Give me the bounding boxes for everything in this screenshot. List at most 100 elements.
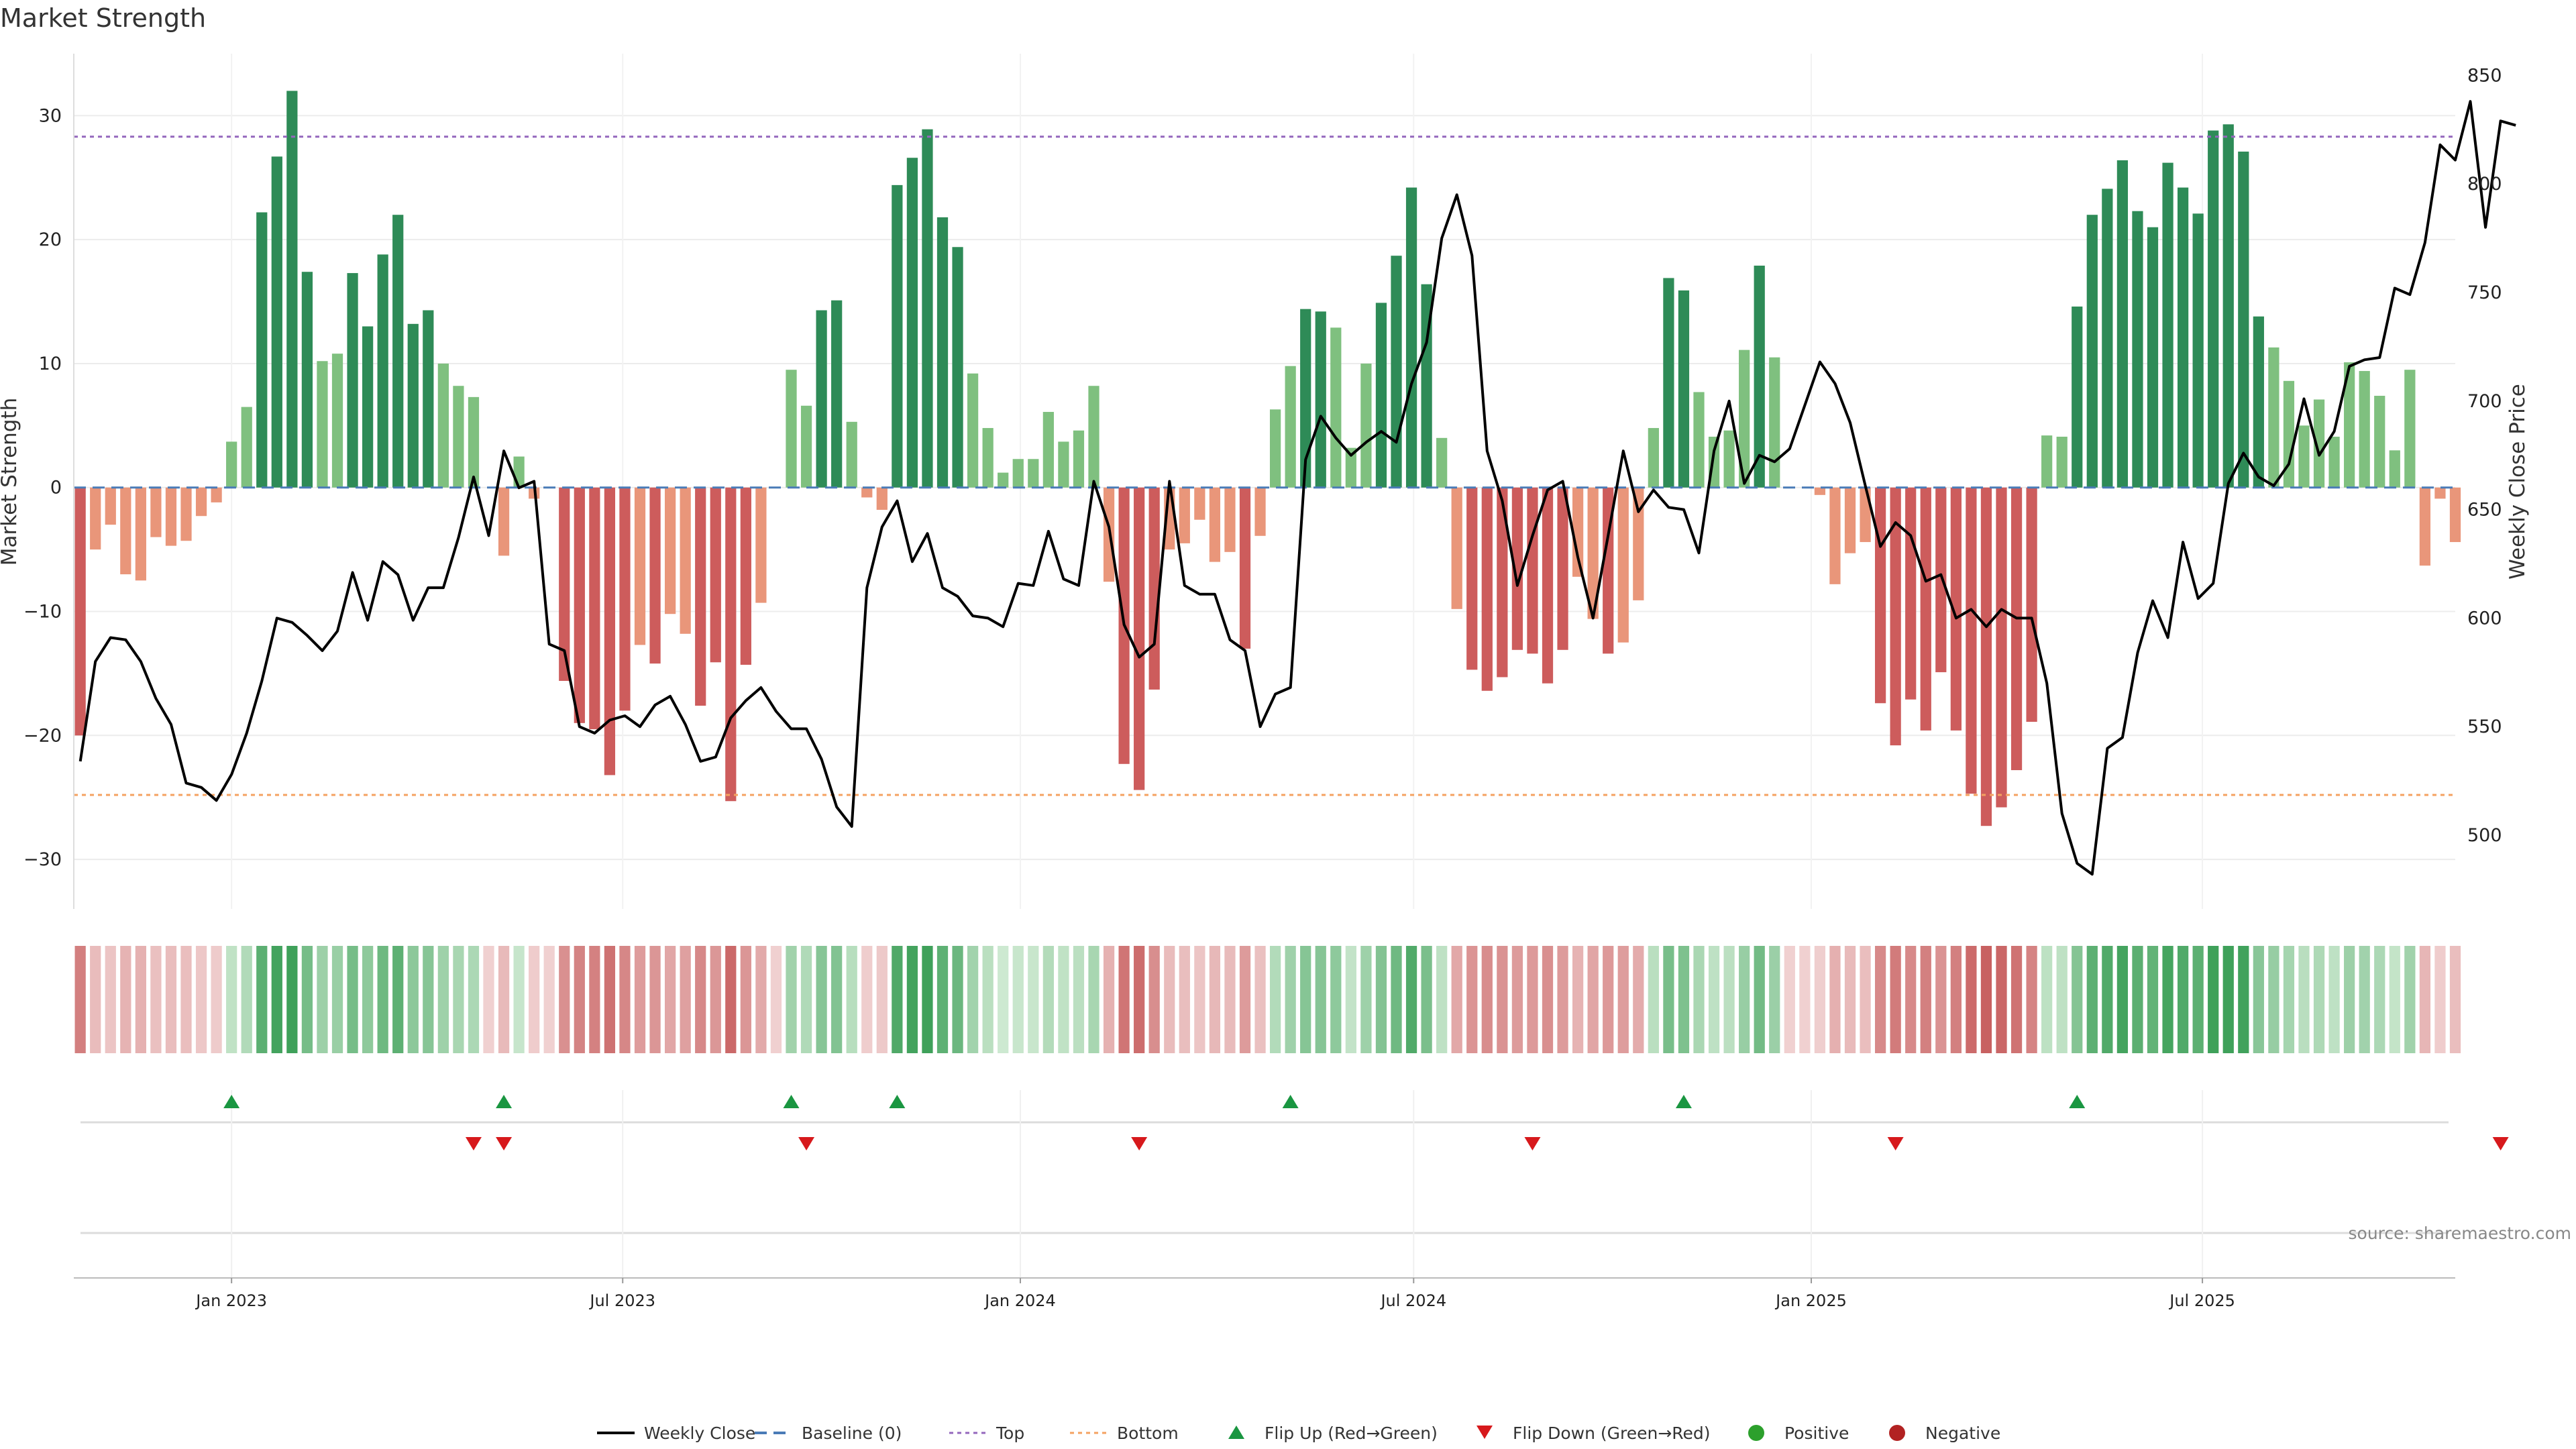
heat-cell <box>1829 946 1841 1053</box>
heat-cell <box>982 946 994 1053</box>
heat-cell <box>922 946 933 1053</box>
heat-cell <box>1723 946 1735 1053</box>
strength-bar <box>695 487 706 706</box>
heat-cell <box>1269 946 1281 1053</box>
strength-bar <box>1058 441 1069 488</box>
strength-bar <box>1148 487 1160 690</box>
strength-bar <box>1466 487 1478 670</box>
heat-cell <box>831 946 843 1053</box>
heat-cell <box>892 946 903 1053</box>
strength-bar <box>1391 256 1402 488</box>
heat-cell <box>1784 946 1795 1053</box>
flip-up-marker <box>2069 1095 2086 1108</box>
strength-bar <box>2192 213 2204 488</box>
heat-cell <box>286 946 298 1053</box>
strength-bar <box>2132 211 2143 488</box>
y2-tick-label: 800 <box>2467 174 2502 195</box>
strength-bar <box>740 487 751 665</box>
strength-bar <box>2026 487 2037 722</box>
heat-cell <box>2102 946 2113 1053</box>
strength-bar <box>437 363 449 488</box>
flip-down-marker <box>2492 1137 2509 1150</box>
legend-symbol-flip-up <box>1228 1426 1244 1439</box>
strength-bar <box>1497 487 1508 678</box>
strength-bar <box>664 487 676 614</box>
heat-cell <box>1980 946 1992 1053</box>
strength-bar <box>165 487 177 546</box>
strength-bar <box>589 487 600 730</box>
strength-bar <box>725 487 737 802</box>
strength-bar <box>2389 450 2400 488</box>
heat-cell <box>800 946 812 1053</box>
heat-cell <box>1209 946 1221 1053</box>
heat-cell <box>2298 946 2310 1053</box>
strength-bar <box>800 405 812 488</box>
legend-label: Baseline (0) <box>802 1424 902 1443</box>
heat-cell <box>967 946 979 1053</box>
heat-cell <box>2238 946 2249 1053</box>
heat-cell <box>1890 946 1901 1053</box>
y2-tick-label: 500 <box>2467 825 2502 846</box>
strength-bar <box>2162 162 2174 488</box>
x-axis: Jan 2023 Jul 2023 Jan 2024 Jul 2024 Jan 2025… <box>74 1277 2455 1310</box>
y-tick-label: 20 <box>39 229 62 250</box>
strength-bar <box>2056 436 2068 488</box>
strength-bar <box>1678 290 1690 488</box>
heat-cell <box>1996 946 2007 1053</box>
y2-tick-label: 750 <box>2467 282 2502 303</box>
y2-tick-label: 650 <box>2467 500 2502 521</box>
y2-axis-label: Weekly Close Price <box>2506 384 2530 580</box>
heat-cell <box>1572 946 1584 1053</box>
strength-bar <box>1603 487 1614 654</box>
heat-cell <box>589 946 600 1053</box>
strength-bar <box>922 129 933 488</box>
strength-bar <box>407 323 419 488</box>
legend: Weekly Close Baseline (0) Top Bottom Flip Up… <box>597 1424 2000 1443</box>
heat-cell <box>483 946 494 1053</box>
heat-cell <box>1466 946 1478 1053</box>
chart-title: Market Strength <box>0 3 206 33</box>
strength-bar <box>2208 130 2219 488</box>
heat-cell <box>513 946 525 1053</box>
strength-bar <box>241 407 252 488</box>
heat-cell <box>256 946 268 1053</box>
strength-bar <box>2283 380 2295 488</box>
heat-cell <box>936 946 949 1053</box>
heat-cell <box>2147 946 2159 1053</box>
strength-bar <box>2344 362 2355 488</box>
strength-bar <box>1935 487 1947 673</box>
strength-bar <box>256 212 268 488</box>
strength-bar <box>906 158 918 488</box>
heat-cell <box>740 946 751 1053</box>
strength-bar <box>816 310 827 488</box>
strength-bar <box>876 487 888 510</box>
heat-cell <box>1617 946 1629 1053</box>
strength-bar <box>1996 487 2007 808</box>
strength-bar <box>1254 487 1266 536</box>
heat-cell <box>241 946 252 1053</box>
x-tick-label: Jul 2025 <box>2168 1291 2235 1310</box>
strength-bar <box>619 487 631 711</box>
strength-bar <box>150 487 162 537</box>
heat-cell <box>2192 946 2204 1053</box>
x-tick-label: Jan 2025 <box>1774 1291 1847 1310</box>
heat-cell <box>619 946 631 1053</box>
strength-bar <box>1330 327 1342 488</box>
strength-bar <box>1890 487 1901 746</box>
heat-cell <box>1360 946 1372 1053</box>
strength-bar <box>2010 487 2023 771</box>
y-tick-label: 30 <box>39 105 62 126</box>
strength-bar <box>2086 215 2098 488</box>
heat-cell <box>2026 946 2037 1053</box>
strength-bar <box>1088 386 1099 488</box>
heat-cell <box>786 946 797 1053</box>
heat-cell <box>1935 946 1947 1053</box>
legend-label: Negative <box>1925 1424 2000 1443</box>
strength-bar <box>2102 189 2113 488</box>
strength-bar <box>2147 227 2159 488</box>
heat-cell <box>2056 946 2068 1053</box>
strength-bar <box>2298 425 2310 488</box>
heat-cell <box>2010 946 2023 1053</box>
strength-bar <box>2041 435 2053 488</box>
heat-cell <box>1179 946 1190 1053</box>
